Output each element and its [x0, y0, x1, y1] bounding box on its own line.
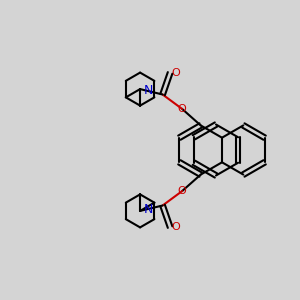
- Text: O: O: [178, 186, 187, 196]
- Text: N: N: [144, 84, 153, 97]
- Text: O: O: [171, 222, 180, 232]
- Text: O: O: [178, 104, 187, 114]
- Text: O: O: [171, 68, 180, 78]
- Text: N: N: [144, 203, 153, 216]
